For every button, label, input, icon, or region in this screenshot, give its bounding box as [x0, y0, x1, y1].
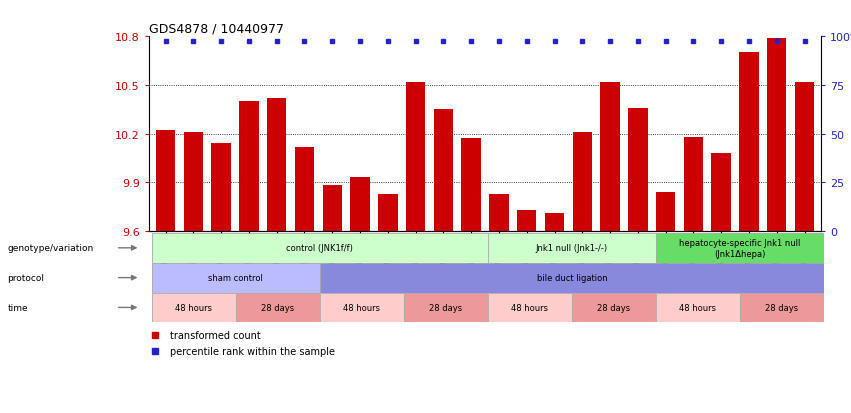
Text: transformed count: transformed count: [170, 330, 261, 340]
Bar: [156, 131, 175, 231]
Bar: [406, 83, 426, 231]
Bar: [795, 83, 814, 231]
Bar: [323, 186, 342, 231]
Text: 28 days: 28 days: [261, 303, 294, 312]
Bar: [656, 192, 676, 231]
Bar: [239, 102, 259, 231]
Text: time: time: [7, 303, 28, 312]
Bar: [573, 133, 592, 231]
Text: Jnk1 null (Jnk1-/-): Jnk1 null (Jnk1-/-): [536, 244, 608, 253]
Bar: [628, 108, 648, 231]
Bar: [489, 194, 509, 231]
Text: control (JNK1f/f): control (JNK1f/f): [286, 244, 353, 253]
Text: bile duct ligation: bile duct ligation: [537, 273, 608, 282]
Text: sham control: sham control: [208, 273, 263, 282]
Text: protocol: protocol: [7, 273, 44, 282]
Text: 28 days: 28 days: [765, 303, 798, 312]
Text: 48 hours: 48 hours: [679, 303, 717, 312]
Bar: [378, 194, 397, 231]
Bar: [711, 154, 731, 231]
Text: 48 hours: 48 hours: [175, 303, 212, 312]
Bar: [294, 147, 314, 231]
Bar: [740, 53, 759, 231]
Text: 28 days: 28 days: [597, 303, 631, 312]
Bar: [767, 39, 786, 231]
Bar: [211, 144, 231, 231]
Text: percentile rank within the sample: percentile rank within the sample: [170, 346, 335, 356]
Text: genotype/variation: genotype/variation: [7, 244, 94, 253]
Bar: [517, 210, 536, 231]
Text: 48 hours: 48 hours: [343, 303, 380, 312]
Bar: [267, 99, 287, 231]
Bar: [434, 110, 453, 231]
Bar: [545, 214, 564, 231]
Bar: [683, 138, 703, 231]
Bar: [600, 83, 620, 231]
Bar: [184, 133, 203, 231]
Bar: [351, 178, 370, 231]
Text: 28 days: 28 days: [429, 303, 462, 312]
Text: hepatocyte-specific Jnk1 null
(Jnk1Δhepa): hepatocyte-specific Jnk1 null (Jnk1Δhepa…: [679, 238, 801, 258]
Bar: [461, 139, 481, 231]
Text: GDS4878 / 10440977: GDS4878 / 10440977: [149, 23, 284, 36]
Text: 48 hours: 48 hours: [511, 303, 548, 312]
